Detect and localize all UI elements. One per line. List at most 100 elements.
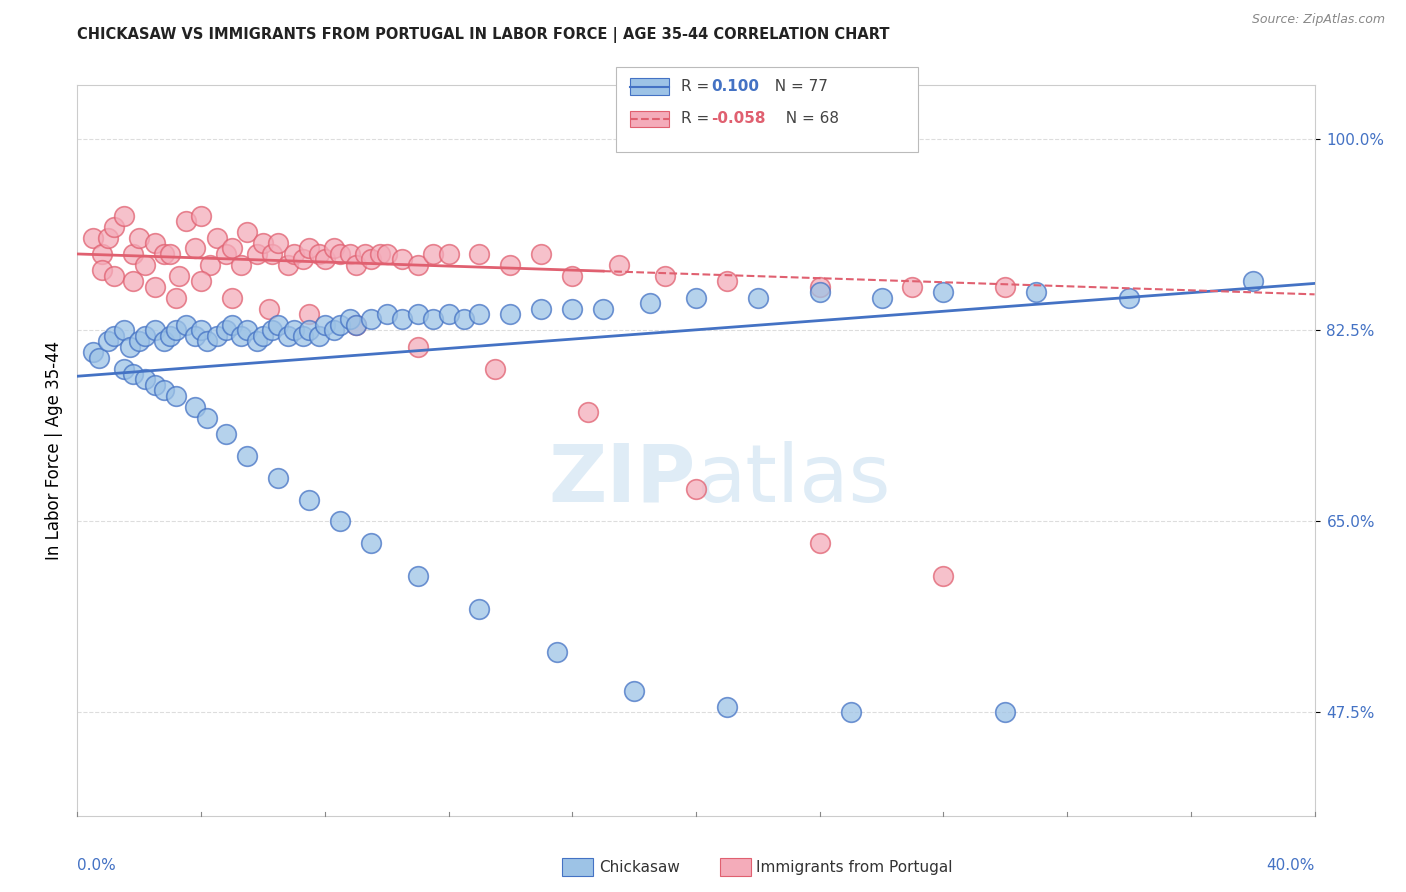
Point	[257, 301, 280, 316]
Point	[143, 279, 166, 293]
Point	[932, 569, 955, 583]
Point	[360, 536, 382, 550]
Point	[221, 318, 243, 332]
Point	[375, 247, 398, 261]
Point	[103, 268, 125, 283]
Point	[360, 312, 382, 326]
Point	[932, 285, 955, 300]
Point	[112, 209, 135, 223]
Point	[344, 318, 367, 332]
Point	[153, 384, 176, 398]
Point	[169, 268, 191, 283]
Point	[561, 301, 583, 316]
Point	[236, 323, 259, 337]
Point	[994, 279, 1017, 293]
Point	[437, 307, 460, 321]
Point	[360, 252, 382, 267]
Text: N = 77: N = 77	[765, 79, 828, 94]
Point	[298, 323, 321, 337]
Point	[747, 291, 769, 305]
Point	[292, 328, 315, 343]
Point	[870, 291, 893, 305]
Point	[267, 235, 290, 250]
Point	[153, 247, 176, 261]
Point	[437, 247, 460, 261]
Point	[406, 569, 429, 583]
Point	[329, 318, 352, 332]
Point	[468, 601, 491, 615]
Point	[165, 389, 187, 403]
Point	[314, 252, 336, 267]
Point	[499, 258, 522, 272]
Point	[422, 312, 444, 326]
Point	[561, 268, 583, 283]
Point	[468, 307, 491, 321]
Point	[370, 247, 392, 261]
Point	[468, 247, 491, 261]
Point	[607, 258, 630, 272]
Point	[484, 361, 506, 376]
Point	[122, 274, 145, 288]
Point	[298, 492, 321, 507]
Point	[82, 345, 104, 359]
Point	[122, 247, 145, 261]
Point	[143, 235, 166, 250]
Point	[546, 645, 568, 659]
Point	[215, 427, 238, 442]
Point	[292, 252, 315, 267]
Point	[174, 318, 197, 332]
Point	[246, 334, 269, 349]
Point	[406, 307, 429, 321]
Point	[685, 482, 707, 496]
Point	[159, 247, 181, 261]
Point	[375, 307, 398, 321]
Point	[246, 247, 269, 261]
Point	[103, 328, 125, 343]
Point	[839, 706, 862, 720]
Point	[112, 361, 135, 376]
Point	[267, 471, 290, 485]
Point	[195, 334, 218, 349]
Point	[112, 323, 135, 337]
Point	[1241, 274, 1264, 288]
Point	[252, 328, 274, 343]
Text: 0.100: 0.100	[711, 79, 759, 94]
Point	[298, 242, 321, 256]
Point	[190, 274, 212, 288]
Text: N = 68: N = 68	[776, 112, 839, 126]
Point	[231, 328, 253, 343]
Point	[174, 214, 197, 228]
Point	[1118, 291, 1140, 305]
Point	[406, 340, 429, 354]
Point	[190, 323, 212, 337]
Point	[339, 247, 361, 261]
Point	[339, 312, 361, 326]
Text: atlas: atlas	[696, 441, 890, 519]
Point	[994, 706, 1017, 720]
Text: R =: R =	[681, 79, 714, 94]
Point	[530, 247, 553, 261]
Y-axis label: In Labor Force | Age 35-44: In Labor Force | Age 35-44	[45, 341, 63, 560]
Point	[576, 405, 599, 419]
Point	[422, 247, 444, 261]
Point	[685, 291, 707, 305]
Point	[184, 242, 207, 256]
Point	[221, 291, 243, 305]
Text: Immigrants from Portugal: Immigrants from Portugal	[756, 860, 953, 874]
Point	[267, 318, 290, 332]
Point	[236, 225, 259, 239]
Text: CHICKASAW VS IMMIGRANTS FROM PORTUGAL IN LABOR FORCE | AGE 35-44 CORRELATION CHA: CHICKASAW VS IMMIGRANTS FROM PORTUGAL IN…	[77, 27, 890, 43]
Point	[901, 279, 924, 293]
Point	[344, 318, 367, 332]
Point	[808, 285, 831, 300]
Point	[205, 230, 228, 244]
Point	[231, 258, 253, 272]
Point	[716, 274, 738, 288]
Point	[165, 291, 187, 305]
Point	[277, 328, 299, 343]
Point	[499, 307, 522, 321]
Point	[200, 258, 222, 272]
Point	[308, 247, 330, 261]
Point	[623, 683, 645, 698]
Point	[184, 328, 207, 343]
